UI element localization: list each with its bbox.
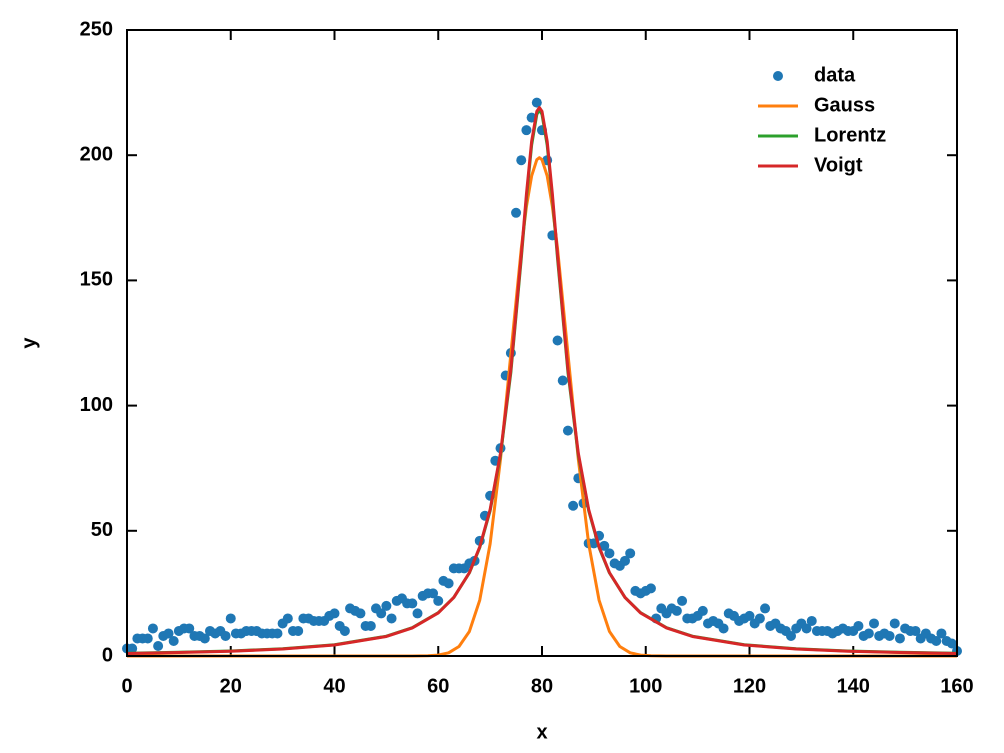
data-point <box>531 97 542 108</box>
data-point <box>718 623 729 634</box>
x-tick-label: 80 <box>531 675 553 697</box>
x-tick-label: 120 <box>733 675 766 697</box>
x-tick-label: 160 <box>940 675 973 697</box>
data-point <box>599 540 610 551</box>
y-tick-label: 150 <box>80 269 113 291</box>
fit-line <box>127 156 957 658</box>
data-point <box>168 635 179 646</box>
x-tick-label: 20 <box>220 675 242 697</box>
data-point <box>521 125 532 136</box>
data-point <box>386 613 397 624</box>
data-point <box>365 620 376 631</box>
data-point <box>220 630 231 641</box>
data-point <box>127 643 138 654</box>
data-point <box>511 207 522 218</box>
x-tick-label: 60 <box>427 675 449 697</box>
fit-line <box>126 106 958 655</box>
legend-label: data <box>814 64 856 86</box>
data-point <box>163 628 174 639</box>
data-point <box>863 628 874 639</box>
data-point <box>754 613 765 624</box>
x-tick-label: 100 <box>629 675 662 697</box>
data-point <box>760 603 771 614</box>
data-point <box>412 608 423 619</box>
data-point <box>147 623 158 634</box>
data-point <box>557 375 568 386</box>
x-tick-label: 40 <box>323 675 345 697</box>
data-point <box>853 620 864 631</box>
data-point <box>604 548 615 559</box>
data-point <box>329 608 340 619</box>
data-point <box>142 633 153 644</box>
data-point <box>153 640 164 651</box>
data-point <box>869 618 879 629</box>
data-point <box>376 608 387 619</box>
y-tick-label: 200 <box>80 143 113 165</box>
data-point <box>671 605 682 616</box>
data-point <box>293 625 304 636</box>
legend-label: Gauss <box>814 94 875 116</box>
y-tick-label: 100 <box>80 394 113 416</box>
x-axis-label: x <box>536 721 547 743</box>
data-point <box>184 623 195 634</box>
data-point <box>199 633 210 644</box>
legend-marker <box>773 71 783 81</box>
data-point <box>645 583 656 594</box>
legend-label: Voigt <box>814 154 863 176</box>
x-tick-label: 0 <box>121 675 132 697</box>
data-point <box>946 638 957 649</box>
fit-line <box>126 108 958 655</box>
data-point <box>894 633 905 644</box>
data-point <box>443 578 454 589</box>
data-point <box>407 598 418 609</box>
data-point <box>910 625 921 636</box>
data-point <box>339 625 350 636</box>
data-point <box>620 555 630 566</box>
data-point <box>355 608 366 619</box>
legend-label: Lorentz <box>814 124 886 146</box>
data-point <box>568 500 579 511</box>
data-point <box>272 628 283 639</box>
data-point <box>889 618 900 629</box>
plot-frame <box>126 29 958 657</box>
data-point <box>433 595 444 606</box>
data-point <box>801 623 812 634</box>
y-tick-label: 0 <box>102 644 113 666</box>
data-point <box>225 613 236 624</box>
data-point <box>552 335 563 346</box>
y-tick-label: 50 <box>91 519 113 541</box>
y-axis-label: y <box>18 337 40 349</box>
data-point <box>884 630 895 641</box>
data-point <box>381 600 392 611</box>
data-point <box>516 155 527 166</box>
data-point <box>744 610 755 621</box>
x-tick-label: 140 <box>837 675 870 697</box>
data-point <box>697 605 708 616</box>
data-point <box>931 635 942 646</box>
data-point <box>625 548 636 559</box>
data-point <box>786 630 796 641</box>
data-point <box>806 615 817 626</box>
data-point <box>936 628 947 639</box>
data-point <box>428 588 439 599</box>
data-point <box>677 595 688 606</box>
data-point <box>282 613 293 624</box>
y-tick-label: 250 <box>80 18 113 40</box>
data-point <box>562 425 573 436</box>
